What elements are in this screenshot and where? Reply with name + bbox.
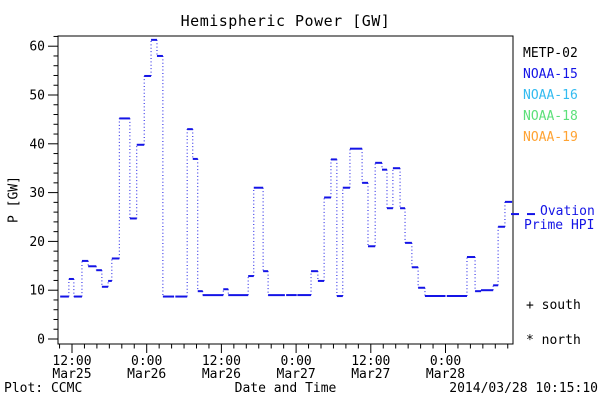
- y-tick-label: 10: [29, 284, 45, 299]
- ovation-label-line2: Prime HPI: [524, 218, 595, 233]
- x-tick-date-label: Mar28: [426, 367, 465, 382]
- x-tick-date-label: Mar26: [127, 367, 166, 382]
- plot-frame: [57, 35, 514, 345]
- y-tick-label: 60: [29, 40, 45, 55]
- x-tick-time-label: 12:00: [202, 354, 241, 369]
- plot-timestamp: 2014/03/28 10:15:10: [449, 381, 598, 396]
- plus-marker-icon: +: [526, 298, 534, 313]
- x-tick-time-label: 0:00: [430, 354, 461, 369]
- y-tick-label: 50: [29, 89, 45, 104]
- north-marker-legend: * north: [526, 333, 581, 348]
- x-tick-date-label: Mar26: [202, 367, 241, 382]
- x-tick-time-label: 0:00: [280, 354, 311, 369]
- plot-credit: Plot: CCMC: [4, 381, 83, 396]
- legend-item-noaa16: NOAA-16: [523, 88, 578, 103]
- x-tick-date-label: Mar27: [277, 367, 316, 382]
- x-axis-label: Date and Time: [234, 381, 337, 396]
- north-marker-label: north: [541, 333, 581, 348]
- south-marker-legend: + south: [526, 298, 581, 313]
- legend-item-noaa19: NOAA-19: [523, 130, 578, 145]
- x-tick-date-label: Mar25: [52, 367, 91, 382]
- x-tick-time-label: 12:00: [52, 354, 91, 369]
- y-tick-label: 40: [29, 137, 45, 152]
- legend-item-noaa15: NOAA-15: [523, 67, 578, 82]
- asterisk-marker-icon: *: [526, 333, 534, 348]
- ovation-label-line1: Ovation: [540, 204, 595, 219]
- legend-item-metp02: METP-02: [523, 46, 578, 61]
- y-tick-label: 0: [37, 333, 45, 348]
- x-tick-time-label: 12:00: [351, 354, 390, 369]
- ovation-prime-hpi-label: Ovation Prime HPI: [524, 205, 600, 233]
- satellite-legend: METP-02 NOAA-15 NOAA-16 NOAA-18 NOAA-19: [523, 43, 578, 148]
- x-tick-date-label: Mar27: [351, 367, 390, 382]
- south-marker-label: south: [541, 298, 581, 313]
- y-tick-label: 30: [29, 186, 45, 201]
- legend-item-noaa18: NOAA-18: [523, 109, 578, 124]
- x-tick-time-label: 0:00: [131, 354, 162, 369]
- chart-title: Hemispheric Power [GW]: [180, 12, 391, 30]
- y-tick-label: 20: [29, 235, 45, 250]
